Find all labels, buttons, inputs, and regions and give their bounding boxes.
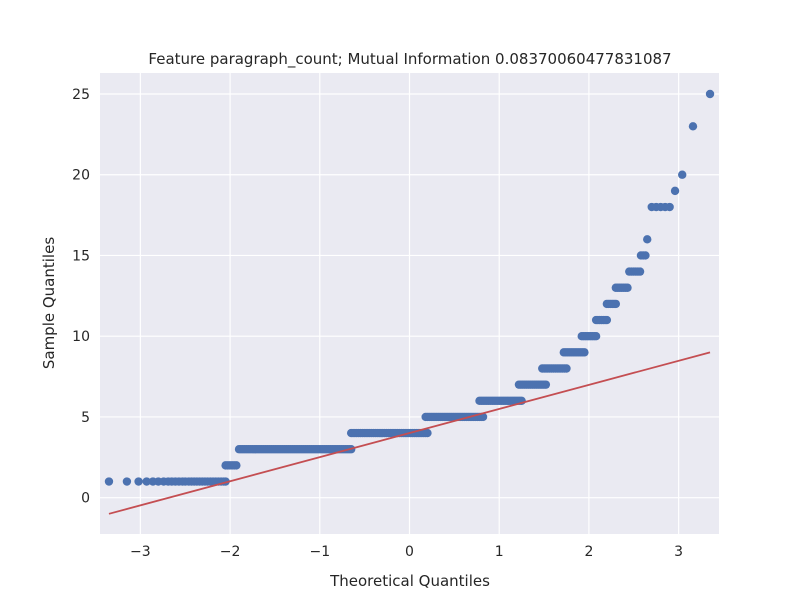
x-tick-label: 2 [584, 544, 593, 560]
data-point [423, 428, 432, 438]
data-point [541, 380, 551, 389]
data-point [142, 477, 151, 486]
data-point [678, 170, 687, 179]
x-tick-label: −1 [309, 544, 330, 560]
y-tick-label: 5 [81, 410, 90, 426]
data-point [122, 477, 132, 486]
y-tick-label: 25 [72, 87, 90, 103]
data-point [643, 235, 652, 244]
data-point [134, 477, 143, 486]
y-axis-label: Sample Quantiles [40, 237, 58, 369]
data-points [104, 89, 715, 486]
data-point [580, 348, 589, 357]
reference-line [108, 351, 711, 515]
y-tick-label: 10 [72, 329, 90, 345]
data-point [104, 477, 114, 486]
x-tick-label: 1 [495, 544, 504, 560]
y-tick-label: 20 [72, 168, 90, 184]
y-tick-label: 0 [81, 491, 90, 507]
data-point [623, 283, 632, 292]
x-tick-label: 3 [674, 544, 683, 560]
y-tick-labels: 0 5 10 15 20 25 [72, 87, 90, 507]
data-point [591, 331, 601, 341]
data-point [602, 315, 612, 325]
grid-lines [100, 73, 719, 534]
data-point [665, 202, 674, 212]
data-point [641, 251, 650, 260]
data-point [478, 412, 488, 422]
data-point [705, 89, 715, 99]
chart-title: Feature paragraph_count; Mutual Informat… [148, 50, 671, 69]
x-tick-label: −2 [220, 544, 241, 560]
x-tick-label: −3 [130, 544, 151, 560]
y-tick-label: 15 [72, 248, 90, 264]
x-tick-labels: −3 −2 −1 0 1 2 3 [130, 544, 683, 560]
data-point [611, 299, 621, 309]
x-tick-label: 0 [405, 544, 414, 560]
data-point [688, 122, 698, 131]
data-point [562, 364, 571, 373]
data-point [635, 267, 645, 276]
data-point [232, 461, 241, 470]
x-axis-label: Theoretical Quantiles [329, 572, 490, 590]
data-point [670, 186, 680, 196]
